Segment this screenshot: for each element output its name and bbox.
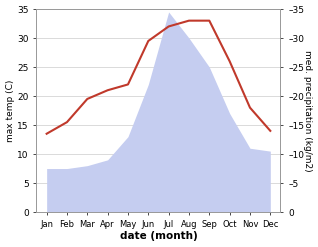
X-axis label: date (month): date (month) <box>120 231 197 242</box>
Y-axis label: max temp (C): max temp (C) <box>5 79 15 142</box>
Y-axis label: med. precipitation (kg/m2): med. precipitation (kg/m2) <box>303 50 313 171</box>
